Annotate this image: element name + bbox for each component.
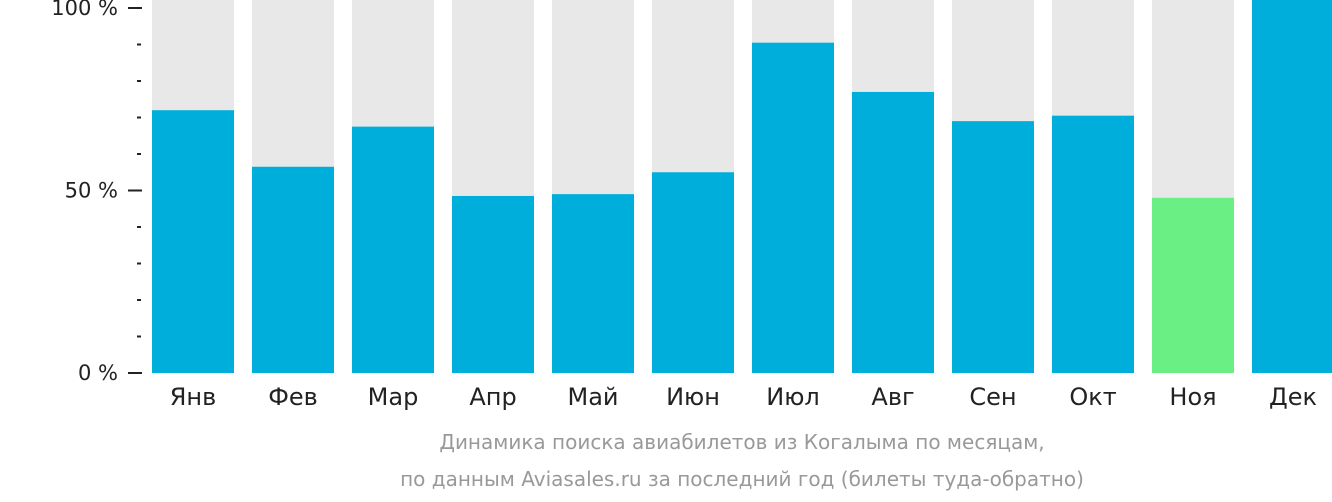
bar-11 [1152,197,1234,373]
bar-12 [1252,0,1332,373]
x-tick-label-8: Авг [871,383,914,411]
chart-caption-line-1: Динамика поиска авиабилетов из Когалыма … [439,430,1045,454]
x-tick-label-3: Мар [368,383,419,411]
x-tick-label-12: Дек [1269,383,1317,411]
y-tick-label-1: 0 % [78,361,118,385]
bar-3 [352,126,434,373]
bar-7 [752,42,834,374]
bar-10 [1052,115,1134,374]
x-tick-label-9: Сен [969,383,1016,411]
bar-6 [652,172,734,373]
bar-8 [852,91,934,373]
x-tick-label-11: Ноя [1169,383,1216,411]
bar-1 [152,110,234,373]
bar-4 [452,195,534,373]
x-tick-label-5: Май [567,383,618,411]
bar-5 [552,194,634,373]
x-tick-label-10: Окт [1069,383,1116,411]
x-tick-label-6: Июн [666,383,720,411]
y-tick-label-3: 100 % [51,0,118,20]
y-tick-label-2: 50 % [65,179,118,203]
bar-2 [252,166,334,373]
x-tick-label-2: Фев [268,383,318,411]
x-tick-label-7: Июл [766,383,820,411]
bar-chart: Янв Фев Мар Апр Май Июн Июл Авг Сен Окт Ноя Дек 0 % 5… [51,0,1332,411]
x-tick-label-4: Апр [469,383,516,411]
bar-9 [952,121,1034,374]
chart-caption-line-2: по данным Aviasales.ru за последний год … [400,467,1084,491]
x-tick-label-1: Янв [170,383,217,411]
